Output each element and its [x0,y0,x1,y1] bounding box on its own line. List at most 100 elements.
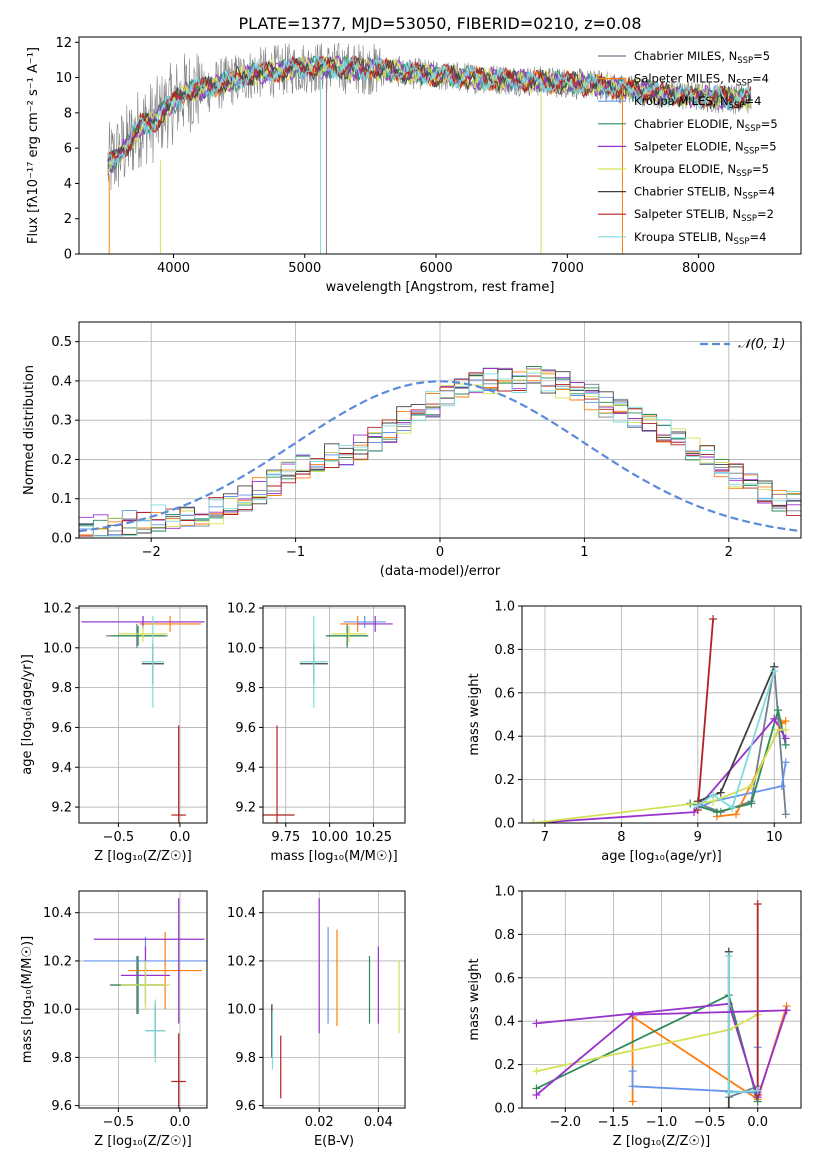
x-tick-label: 8 [617,830,625,845]
figure-title: PLATE=1377, MJD=53050, FIBERID=0210, z=0… [238,14,641,33]
y-tick-label: 10 [55,71,72,86]
x-tick-label: 1 [580,545,588,560]
y-tick-label: 0.4 [51,374,72,389]
y-tick-label: 0.0 [494,1102,515,1117]
x-axis-label: E(B-V) [314,1134,354,1149]
y-tick-label: 9.2 [235,801,256,816]
plot-area-age-vs-mass [263,615,393,823]
x-tick-label: −0.5 [103,1115,135,1130]
y-tick-label: 1.0 [494,885,515,900]
x-tick-label: 4000 [157,261,190,276]
x-tick-label: 9 [694,830,702,845]
x-tick-label: −1.0 [646,1115,678,1130]
legend-label: Chabrier STELIB, NSSP=4 [634,185,775,202]
weight-series-line [696,618,714,811]
y-tick-label: 0.2 [494,773,515,788]
y-tick-label: 10.0 [43,1003,72,1018]
axes-frame [78,605,208,824]
x-tick-label: 10 [766,830,783,845]
legend-label: Kroupa MILES, NSSP=4 [634,94,761,111]
axes-frame [521,605,802,824]
y-tick-label: 10.2 [227,601,256,616]
x-tick-label: 0.0 [170,1115,191,1130]
y-tick-label: 0.5 [51,335,72,350]
gaussian-reference-line [79,380,801,533]
panel-spectrum: 4000 5000 6000 7000 8000 0 2 4 6 8 10 12 wavelength … [26,36,802,295]
y-tick-label: 9.8 [51,1051,72,1066]
y-tick-label: 8 [64,106,72,121]
x-tick-label: 7000 [551,261,584,276]
y-tick-label: 9.2 [51,801,72,816]
x-tick-label: 0.0 [170,830,191,845]
y-tick-label: 0.3 [51,414,72,429]
y-tick-label: 0.2 [494,1058,515,1073]
plot-area-weight-vs-Z [532,900,791,1108]
x-axis-label: Z [log₁₀(Z/Z☉)] [613,1134,710,1149]
legend-label: Kroupa ELODIE, NSSP=5 [634,162,769,179]
y-tick-label: 10.0 [227,1003,256,1018]
y-tick-label: 0.0 [494,817,515,832]
y-tick-label: 9.6 [235,1099,256,1114]
weight-series-line [533,717,787,823]
y-tick-label: 0.1 [51,492,72,507]
plot-layer: 4000 5000 6000 7000 8000024681012wavelength … [20,36,802,1149]
plot-area-spectrum [107,42,752,254]
x-tick-label: −2 [142,545,161,560]
model-spectrum-line [107,54,752,166]
x-tick-label: 6000 [420,261,453,276]
plot-area-residuals [79,366,801,537]
x-axis-label: Z [log₁₀(Z/Z☉)] [94,849,191,864]
x-tick-label: 0.04 [364,1115,393,1130]
x-tick-label: −1 [286,545,305,560]
y-tick-label: 0.0 [51,532,72,547]
weight-series-line [697,762,787,809]
y-tick-label: 9.8 [235,1051,256,1066]
panel-age-vs-Z: −0.5 0.0 9.2 9.4 9.6 9.8 10.0 10.2 Z [log₁₀(Z/Z☉… [20,601,208,864]
y-axis-label: mass [log₁₀(M/M☉)] [20,936,35,1063]
y-tick-label: 10.0 [43,641,72,656]
legend-label: Chabrier MILES, NSSP=5 [634,49,770,66]
y-tick-label: 10.2 [43,954,72,969]
y-tick-label: 0.4 [494,730,515,745]
y-tick-label: 0.6 [494,971,515,986]
x-axis-label: Z [log₁₀(Z/Z☉)] [94,1134,191,1149]
x-axis-label: wavelength [Angstrom, rest frame] [326,280,555,295]
legend-label: Kroupa STELIB, NSSP=4 [634,230,766,247]
y-tick-label: 9.4 [51,761,72,776]
model-spectrum-line [107,55,752,162]
panel-weight-vs-age: 7 8 9 10 0.0 0.2 0.4 0.6 0.8 1.0 age [log₁₀(age/yr… [467,600,802,864]
y-axis-label: Flux [fλ10⁻¹⁷ erg cm⁻² s⁻¹ A⁻¹] [26,47,41,244]
x-tick-label: −0.5 [694,1115,726,1130]
y-tick-label: 0.4 [494,1015,515,1030]
y-tick-label: 9.6 [51,721,72,736]
y-tick-label: 10.0 [227,641,256,656]
y-tick-label: 1.0 [494,600,515,615]
x-tick-label: −1.5 [598,1115,630,1130]
y-tick-label: 12 [55,36,72,51]
y-tick-label: 10.4 [43,906,72,921]
legend-label: Chabrier ELODIE, NSSP=5 [634,117,778,134]
x-tick-label: 5000 [288,261,321,276]
x-tick-label: −2.0 [550,1115,582,1130]
x-tick-label: 10.25 [355,830,392,845]
y-tick-label: 10.4 [227,906,256,921]
y-tick-label: 9.6 [235,721,256,736]
x-tick-label: −0.5 [103,830,135,845]
panel-age-vs-mass: 9.75 10.00 10.25 9.2 9.4 9.6 9.8 10.0 10.2 mass [… [227,601,406,864]
legend-label: Salpeter ELODIE, NSSP=5 [634,139,777,156]
axes-frame [262,605,406,824]
x-axis-label: age [log₁₀(age/yr)] [601,849,722,864]
plot-area-mass-vs-ebv [271,898,400,1099]
residual-histogram [79,372,801,537]
y-tick-label: 0.8 [494,643,515,658]
x-tick-label: 10.00 [311,830,348,845]
y-tick-label: 6 [64,142,72,157]
axes-frame [78,36,802,255]
panel-weight-vs-Z: −2.0 −1.5 −1.0 −0.5 0.0 0.0 0.2 0.4 0.6 0.8 1.0 Z [… [467,885,802,1149]
legend-label: Salpeter MILES, NSSP=4 [634,72,769,89]
model-spectrum-line [107,53,751,176]
panel-residuals: −2 −1 0 1 2 0.0 0.1 0.2 0.3 0.4 0.5 (data-model)/er… [22,321,802,579]
y-axis-label: Normed distribution [22,365,37,495]
panel-mass-vs-Z: −0.5 0.0 9.6 9.8 10.0 10.2 10.4 Z [log₁₀(Z/Z☉)]… [20,890,208,1149]
